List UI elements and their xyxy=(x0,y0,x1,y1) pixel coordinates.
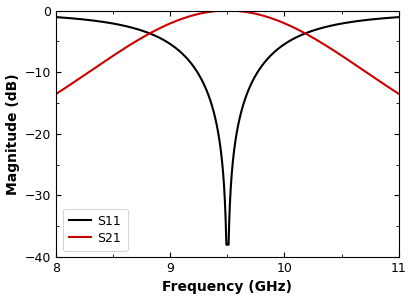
Line: S11: S11 xyxy=(56,17,398,245)
S21 xyxy=(121,47,126,51)
S21 xyxy=(396,92,401,95)
Line: S21: S21 xyxy=(56,11,398,94)
S21 xyxy=(56,91,61,94)
S11 xyxy=(221,178,226,182)
Legend: S11, S21: S11, S21 xyxy=(63,208,128,251)
S11 xyxy=(54,15,59,19)
S11 xyxy=(56,15,61,19)
Y-axis label: Magnitude (dB): Magnitude (dB) xyxy=(5,73,19,195)
X-axis label: Frequency (GHz): Frequency (GHz) xyxy=(162,280,293,294)
S21 xyxy=(68,83,73,86)
S11 xyxy=(74,17,79,21)
S11 xyxy=(378,17,383,20)
S21 xyxy=(225,9,230,12)
S11 xyxy=(68,16,73,20)
S11 xyxy=(224,243,229,247)
S21 xyxy=(378,80,383,84)
S11 xyxy=(121,24,126,27)
S21 xyxy=(74,78,79,82)
S11 xyxy=(396,15,401,19)
S21 xyxy=(221,9,226,12)
S21 xyxy=(54,92,59,95)
